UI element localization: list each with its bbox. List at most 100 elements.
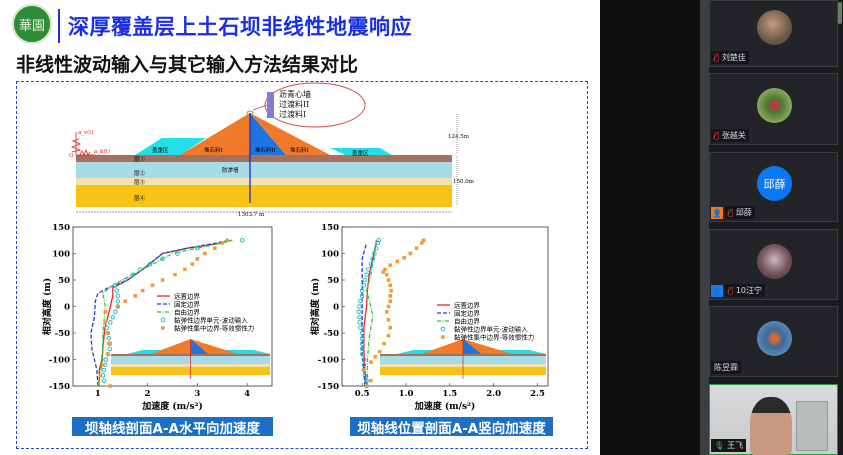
participant-name-tag: 陈昱霖: [711, 361, 741, 374]
participant-tile[interactable]: 👤 🎙̸ 10汪宁: [709, 229, 838, 300]
rockfill-right: [250, 113, 330, 155]
cover-zone-right: [330, 148, 392, 155]
data-point: [359, 346, 365, 352]
layer-label: 层③: [134, 178, 146, 186]
layer-label: 层①: [134, 155, 146, 163]
data-point: [106, 331, 110, 335]
sidebar-resize-handle[interactable]: [700, 0, 709, 455]
data-point: [239, 238, 245, 243]
data-point: [388, 294, 393, 298]
data-point: [362, 373, 368, 378]
x-tick-label: 1.0: [399, 389, 414, 399]
zone-label: 盖重区: [152, 146, 169, 154]
participant-name-tag: 🎙̸ 张越关: [711, 129, 749, 142]
horizontal-input-label: a_h(t): [94, 148, 110, 155]
y-tick-label: 150: [321, 223, 339, 233]
data-point: [386, 278, 391, 282]
data-point: [414, 246, 419, 250]
data-point: [359, 288, 365, 293]
data-point: [369, 360, 373, 364]
shared-slide: 華園 深厚覆盖层上土石坝非线性地震响应 非线性波动输入与其它输入方法结果对比 盖…: [0, 0, 600, 455]
x-tick-label: 3: [194, 389, 200, 399]
participant-name: 陈昱霖: [714, 363, 738, 372]
data-point: [108, 320, 113, 325]
data-point: [384, 310, 389, 314]
series-line: [90, 239, 228, 387]
data-point: [103, 310, 108, 314]
data-point: [395, 259, 400, 264]
vertical-input-label: a_v(t): [78, 129, 94, 136]
legend-marker: [160, 317, 166, 323]
data-point: [220, 241, 225, 245]
cover-zone-left: [135, 138, 206, 155]
data-point: [358, 298, 363, 304]
dam-cross-section-diagram: 盖重区 堆石料I 堆石料II 堆石料I 盖重区 层① 层② 层③ 层④ 防渗墙 …: [69, 82, 475, 218]
avatar: 邱薛: [757, 166, 792, 201]
sidebar-scrollbar[interactable]: [838, 2, 842, 24]
layer-1: [76, 155, 452, 162]
mic-muted-icon: 🎙̸: [728, 286, 733, 295]
data-point: [113, 309, 118, 315]
layer-3: [76, 178, 452, 185]
data-point: [160, 256, 165, 262]
data-point: [375, 240, 381, 246]
data-point: [376, 238, 382, 243]
data-point: [361, 362, 367, 368]
data-point: [101, 363, 105, 367]
data-point: [175, 251, 180, 256]
legend-label: 远置边界: [454, 302, 481, 310]
participant-name-tag: 🎙̸ 邱薛: [725, 206, 755, 219]
avatar: [757, 244, 792, 279]
y-tick-label: 50: [58, 276, 70, 286]
data-point: [419, 241, 424, 245]
data-point: [382, 341, 386, 346]
data-point: [369, 378, 373, 383]
x-tick-label: 2.5: [530, 389, 545, 399]
data-point: [383, 267, 387, 272]
legend-label: 固定边界: [174, 300, 201, 309]
host-icon: 👤: [711, 207, 723, 219]
data-point: [108, 384, 113, 388]
data-point: [356, 309, 361, 315]
data-point: [106, 336, 112, 341]
participant-tile[interactable]: 邱薛 👤 🎙̸ 邱薛: [709, 152, 838, 222]
participant-tile[interactable]: 🎙̸ 张越关: [709, 73, 838, 145]
data-point: [359, 351, 365, 357]
caption-horizontal: 坝轴线剖面A-A水平向加速度: [72, 417, 273, 437]
data-point: [137, 267, 143, 272]
zone-label: 堆石料I: [290, 146, 309, 154]
video-feed: [750, 397, 792, 455]
data-point: [101, 367, 107, 373]
participant-tile[interactable]: 陈昱霖: [709, 306, 838, 377]
data-point: [203, 251, 207, 256]
x-tick-label: 0.5: [355, 389, 370, 399]
y-tick-label: -100: [49, 356, 70, 366]
data-point: [386, 333, 391, 338]
data-point: [225, 238, 230, 243]
data-point: [103, 357, 109, 362]
x-tick-label: 1.5: [442, 389, 457, 399]
zone-label: 堆石料I: [204, 146, 223, 154]
x-axis-label: 加速度 (m/s²): [141, 400, 202, 412]
data-point: [190, 262, 195, 266]
y-tick-label: 50: [327, 276, 339, 286]
avatar-text: 邱薛: [763, 177, 786, 191]
inset-dam-diagram: [380, 339, 546, 379]
caption-vertical: 坝轴线位置剖面A-A竖向加速度: [350, 417, 553, 437]
data-point: [359, 293, 365, 299]
title-divider: [58, 9, 60, 43]
data-point: [389, 288, 393, 293]
data-point: [361, 357, 367, 362]
participant-tile[interactable]: 🎙̸ 刘楚佳: [709, 0, 838, 67]
data-point: [183, 267, 187, 272]
x-tick-label: 1: [95, 389, 101, 399]
data-point: [370, 256, 375, 262]
vertical-acceleration-chart: 150 100 50 0 -50 -100 -150 0.5 1.0 1.5 2.0 2.5 加速度 (…: [309, 223, 549, 412]
data-point: [107, 346, 113, 352]
data-point: [388, 299, 393, 303]
y-tick-label: 0: [64, 303, 70, 313]
participant-video-tile[interactable]: 🎙 王飞: [709, 384, 838, 455]
data-point: [372, 251, 377, 256]
slide-subtitle: 非线性波动输入与其它输入方法结果对比: [16, 54, 359, 76]
participant-name: 10汪宁: [735, 286, 762, 295]
